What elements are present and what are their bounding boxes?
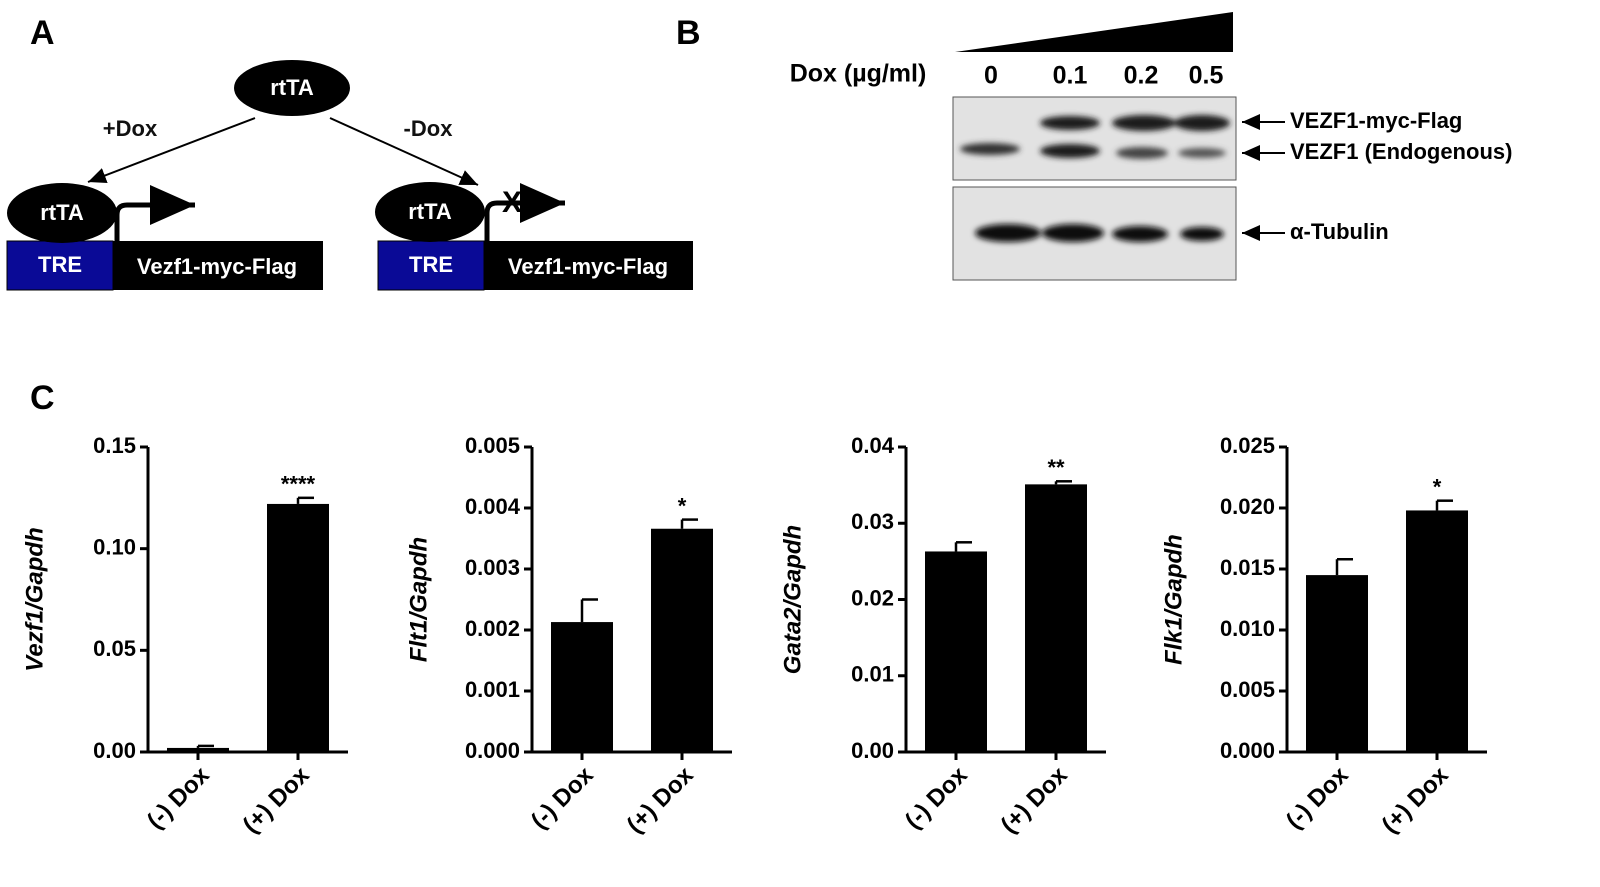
y-tick-label: 0.020 [1220, 494, 1275, 519]
x-tick-label: (+) Dox [1377, 761, 1455, 839]
minus-dox: -Dox [404, 116, 454, 141]
y-axis-label: Vezf1/Gapdh [21, 527, 48, 671]
error-bar [296, 496, 314, 504]
bar-chart: 0.000 0.005 0.010 0.015 0.020 0.025 Flk1/Gapdh… [1160, 433, 1487, 839]
bar [551, 622, 613, 752]
y-tick-label: 0.005 [465, 433, 520, 458]
y-tick-label: 0.025 [1220, 433, 1275, 458]
transcription-arrow [484, 183, 565, 241]
promoter-box [6, 240, 114, 291]
dose: 0.2 [1124, 62, 1159, 90]
bar-chart: 0.00 0.01 0.02 0.03 0.04 Gata2/Gapdh (-) Dox (+… [779, 433, 1106, 839]
plus-dox: +Dox [103, 116, 158, 141]
y-tick-label: 0.002 [465, 616, 520, 641]
bar [1025, 484, 1087, 752]
gene-label: Vezf1-myc-Flag [508, 254, 668, 279]
gene-label: Vezf1-myc-Flag [137, 254, 297, 279]
y-tick-label: 0.015 [1220, 555, 1275, 580]
panel-label: A [30, 14, 55, 52]
bar-chart: 0.000 0.001 0.002 0.003 0.004 0.005 Flt1/Gapdh… [405, 433, 732, 839]
bar [1306, 575, 1368, 752]
error-bar [680, 518, 698, 529]
y-tick-label: 0.03 [851, 509, 894, 534]
bar [267, 503, 329, 752]
dose: 0.5 [1189, 62, 1224, 90]
x-tick-label: (+) Dox [238, 761, 316, 839]
error-bar [196, 744, 214, 748]
bar [651, 528, 713, 752]
promoter-label: TRE [409, 252, 453, 277]
bands [975, 224, 1224, 242]
activator-label: rtTA [40, 200, 84, 225]
error-bar [954, 541, 972, 552]
blot [952, 96, 1237, 181]
x-tick-label: (-) Dox [142, 761, 215, 834]
bar [167, 747, 229, 752]
dox-label: Dox (µg/ml) [790, 60, 927, 88]
bar [1406, 510, 1468, 752]
charts: 0.00 0.05 0.10 0.15 Vezf1/Gapdh (-) Dox (+) Do… [21, 433, 1487, 839]
significance: **** [281, 472, 316, 497]
error-bar [1435, 499, 1453, 511]
y-axis-label: Gata2/Gapdh [779, 525, 806, 674]
y-tick-label: 0.010 [1220, 616, 1275, 641]
y-tick-label: 0.05 [93, 636, 136, 661]
y-tick-label: 0.000 [1220, 738, 1275, 763]
band-label: VEZF1 (Endogenous) [1290, 139, 1512, 164]
x-tick-label: (-) Dox [526, 761, 599, 834]
error-bar [1335, 557, 1353, 576]
gene-box [484, 241, 693, 290]
y-tick-label: 0.00 [93, 738, 136, 763]
band-label: α-Tubulin [1290, 219, 1389, 244]
significance: * [1433, 474, 1442, 499]
bar [925, 551, 987, 752]
y-tick-label: 0.000 [465, 738, 520, 763]
arrow [87, 117, 256, 184]
y-tick-label: 0.001 [465, 677, 520, 702]
panel-label: C [30, 379, 55, 417]
x-tick-label: (+) Dox [622, 761, 700, 839]
transcription-arrow [114, 185, 195, 241]
bands [960, 115, 1230, 159]
rtta-oval [234, 60, 350, 116]
x-tick-label: (+) Dox [996, 761, 1074, 839]
promoter-box [377, 240, 485, 291]
significance: * [678, 493, 687, 518]
rtta-oval [375, 182, 485, 242]
dose: 0 [984, 62, 998, 90]
x-tick-label: (-) Dox [900, 761, 973, 834]
activator-label: rtTA [408, 199, 452, 224]
blocked-mark: X [502, 186, 522, 219]
y-tick-label: 0.00 [851, 738, 894, 763]
gene-box [113, 241, 323, 290]
y-tick-label: 0.003 [465, 555, 520, 580]
band-label: VEZF1-myc-Flag [1290, 108, 1462, 133]
bar-chart: 0.00 0.05 0.10 0.15 Vezf1/Gapdh (-) Dox (+) Do… [21, 433, 348, 839]
rtta-oval [7, 183, 117, 243]
y-tick-label: 0.04 [851, 433, 895, 458]
significance: ** [1047, 455, 1065, 480]
promoter-label: TRE [38, 252, 82, 277]
y-tick-label: 0.005 [1220, 677, 1275, 702]
y-tick-label: 0.02 [851, 585, 894, 610]
error-bar [580, 598, 598, 623]
y-tick-label: 0.01 [851, 662, 894, 687]
y-tick-label: 0.10 [93, 534, 136, 559]
arrow [329, 117, 479, 186]
error-bar [1054, 480, 1072, 485]
y-tick-label: 0.15 [93, 433, 136, 458]
activator-label: rtTA [270, 75, 314, 100]
dose: 0.1 [1053, 62, 1088, 90]
y-tick-label: 0.004 [465, 494, 521, 519]
y-axis-label: Flt1/Gapdh [405, 537, 432, 662]
x-tick-label: (-) Dox [1281, 761, 1354, 834]
dose-wedge [955, 12, 1233, 52]
panel-label: B [676, 14, 701, 52]
y-axis-label: Flk1/Gapdh [1160, 534, 1187, 665]
